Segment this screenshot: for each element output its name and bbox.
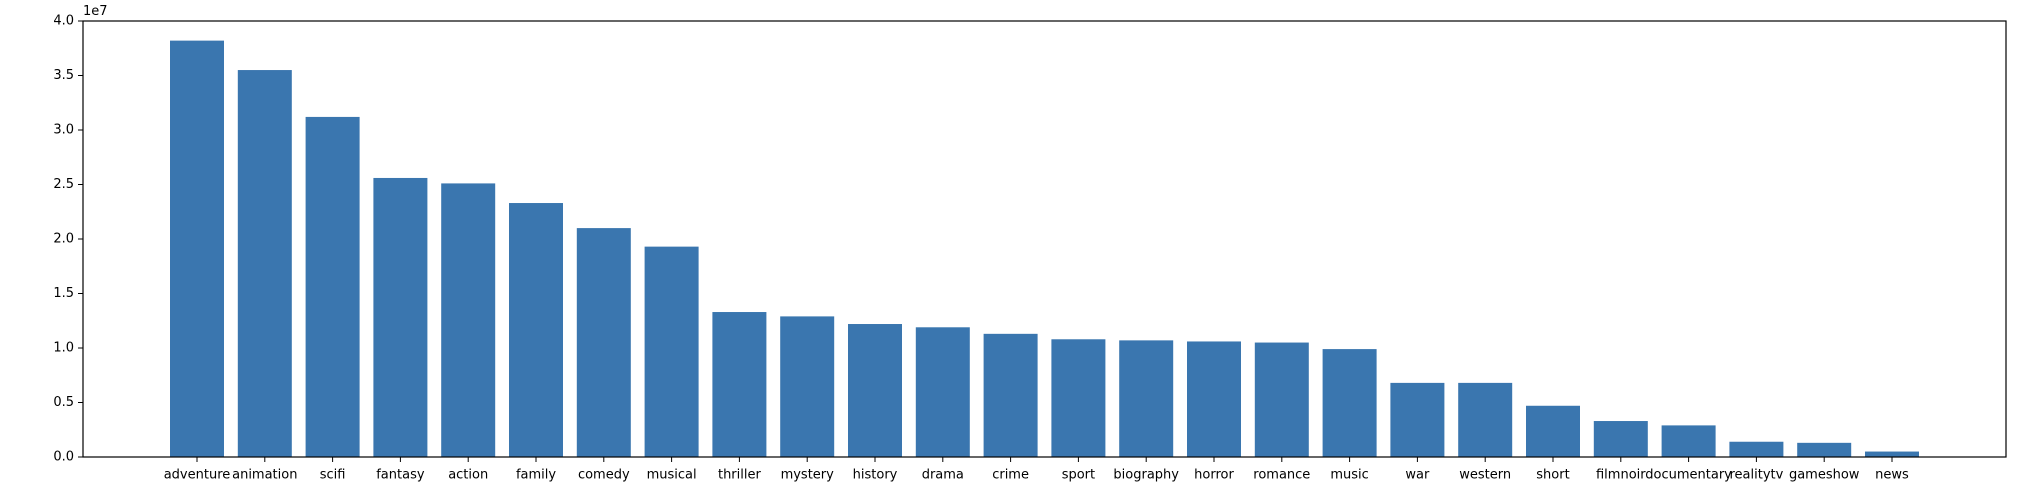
x-tick-label: gameshow [1789,468,1860,483]
bar-horror [1187,341,1241,457]
x-axis: adventure animation scifi fantasy action fami… [164,457,1909,483]
x-tick-label: music [1330,468,1368,483]
bar-fantasy [373,177,428,457]
bar-history [848,324,902,457]
bar-thriller [712,312,767,457]
y-tick-label: 0.0 [53,450,74,465]
x-tick-label: war [1405,468,1430,483]
x-tick-label: comedy [578,468,630,483]
bar-news [1865,451,1919,457]
bar-filmnoir [1593,421,1648,457]
x-tick-label: short [1536,468,1569,483]
y-tick-label: 3.5 [53,68,74,83]
bar-short [1526,405,1580,457]
bar-animation [237,70,292,458]
x-tick-label: musical [647,468,697,483]
x-tick-label: drama [922,468,964,483]
x-tick-label: mystery [781,468,835,483]
bar-sport [1051,339,1106,457]
y-tick-label: 1.5 [53,286,74,301]
x-tick-label: fantasy [376,468,425,483]
bars-group [170,40,1919,458]
x-tick-label: news [1875,468,1909,483]
y-tick-label: 2.5 [53,177,74,192]
x-tick-label: filmnoir [1596,468,1646,483]
y-scale-label: 1e7 [83,4,108,19]
bar-scifi [305,116,360,458]
y-tick-label: 2.0 [53,232,74,247]
plot-frame [82,20,2007,458]
bar-gameshow [1797,442,1852,457]
x-tick-label: thriller [718,468,762,483]
bar-comedy [576,228,631,457]
x-tick-label: sport [1062,468,1095,483]
y-tick-label: 3.0 [53,123,74,138]
x-tick-label: crime [992,468,1029,483]
x-tick-label: western [1459,468,1511,483]
y-tick-label: 4.0 [53,14,74,29]
x-tick-label: action [448,468,488,483]
bar-crime [983,333,1038,457]
x-tick-label: scifi [320,468,346,483]
bar-romance [1254,342,1309,457]
bar-drama [915,327,970,457]
x-tick-label: horror [1194,468,1234,483]
bar-music [1322,349,1377,457]
bar-adventure [170,40,224,458]
y-tick-label: 1.0 [53,341,74,356]
x-tick-label: romance [1253,468,1310,483]
x-tick-label: adventure [164,468,231,483]
x-tick-label: biography [1113,468,1179,483]
x-tick-label: animation [232,468,297,483]
bar-musical [644,246,699,457]
bar-war [1390,382,1445,457]
bar-realitytv [1729,441,1784,457]
bar-family [509,203,563,457]
x-tick-label: family [516,468,556,483]
x-tick-label: realitytv [1729,468,1783,483]
bar-western [1458,382,1513,457]
y-axis: 0.0 0.5 1.0 1.5 2.0 2.5 3.0 3.5 4.0 [53,14,83,465]
bar-biography [1119,340,1174,457]
x-tick-label: history [853,468,898,483]
bar-mystery [780,316,835,457]
y-tick-label: 0.5 [53,395,74,410]
x-tick-label: documentary [1645,468,1732,483]
bar-documentary [1661,425,1716,457]
bar-action [441,183,496,457]
